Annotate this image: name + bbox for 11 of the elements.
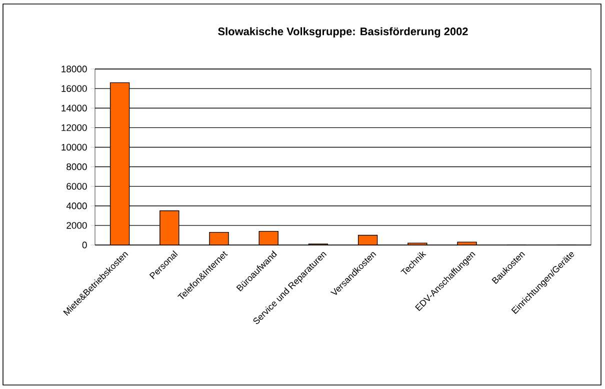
y-tick-label: 16000 — [62, 85, 87, 92]
y-tick-label: 14000 — [62, 104, 87, 112]
chart-title: Slowakische Volksgruppe: Basisförderung 2002 — [218, 27, 468, 38]
y-tick-label: 0 — [82, 242, 87, 248]
y-tick-label: 18000 — [62, 66, 87, 72]
y-tick-label: 8000 — [66, 163, 87, 170]
y-tick-label: 2000 — [66, 222, 87, 229]
y-tick-label: 6000 — [66, 182, 87, 190]
y-tick-label: 4000 — [66, 202, 87, 210]
y-tick-label: 12000 — [62, 124, 87, 132]
y-tick-label: 10000 — [62, 144, 87, 151]
